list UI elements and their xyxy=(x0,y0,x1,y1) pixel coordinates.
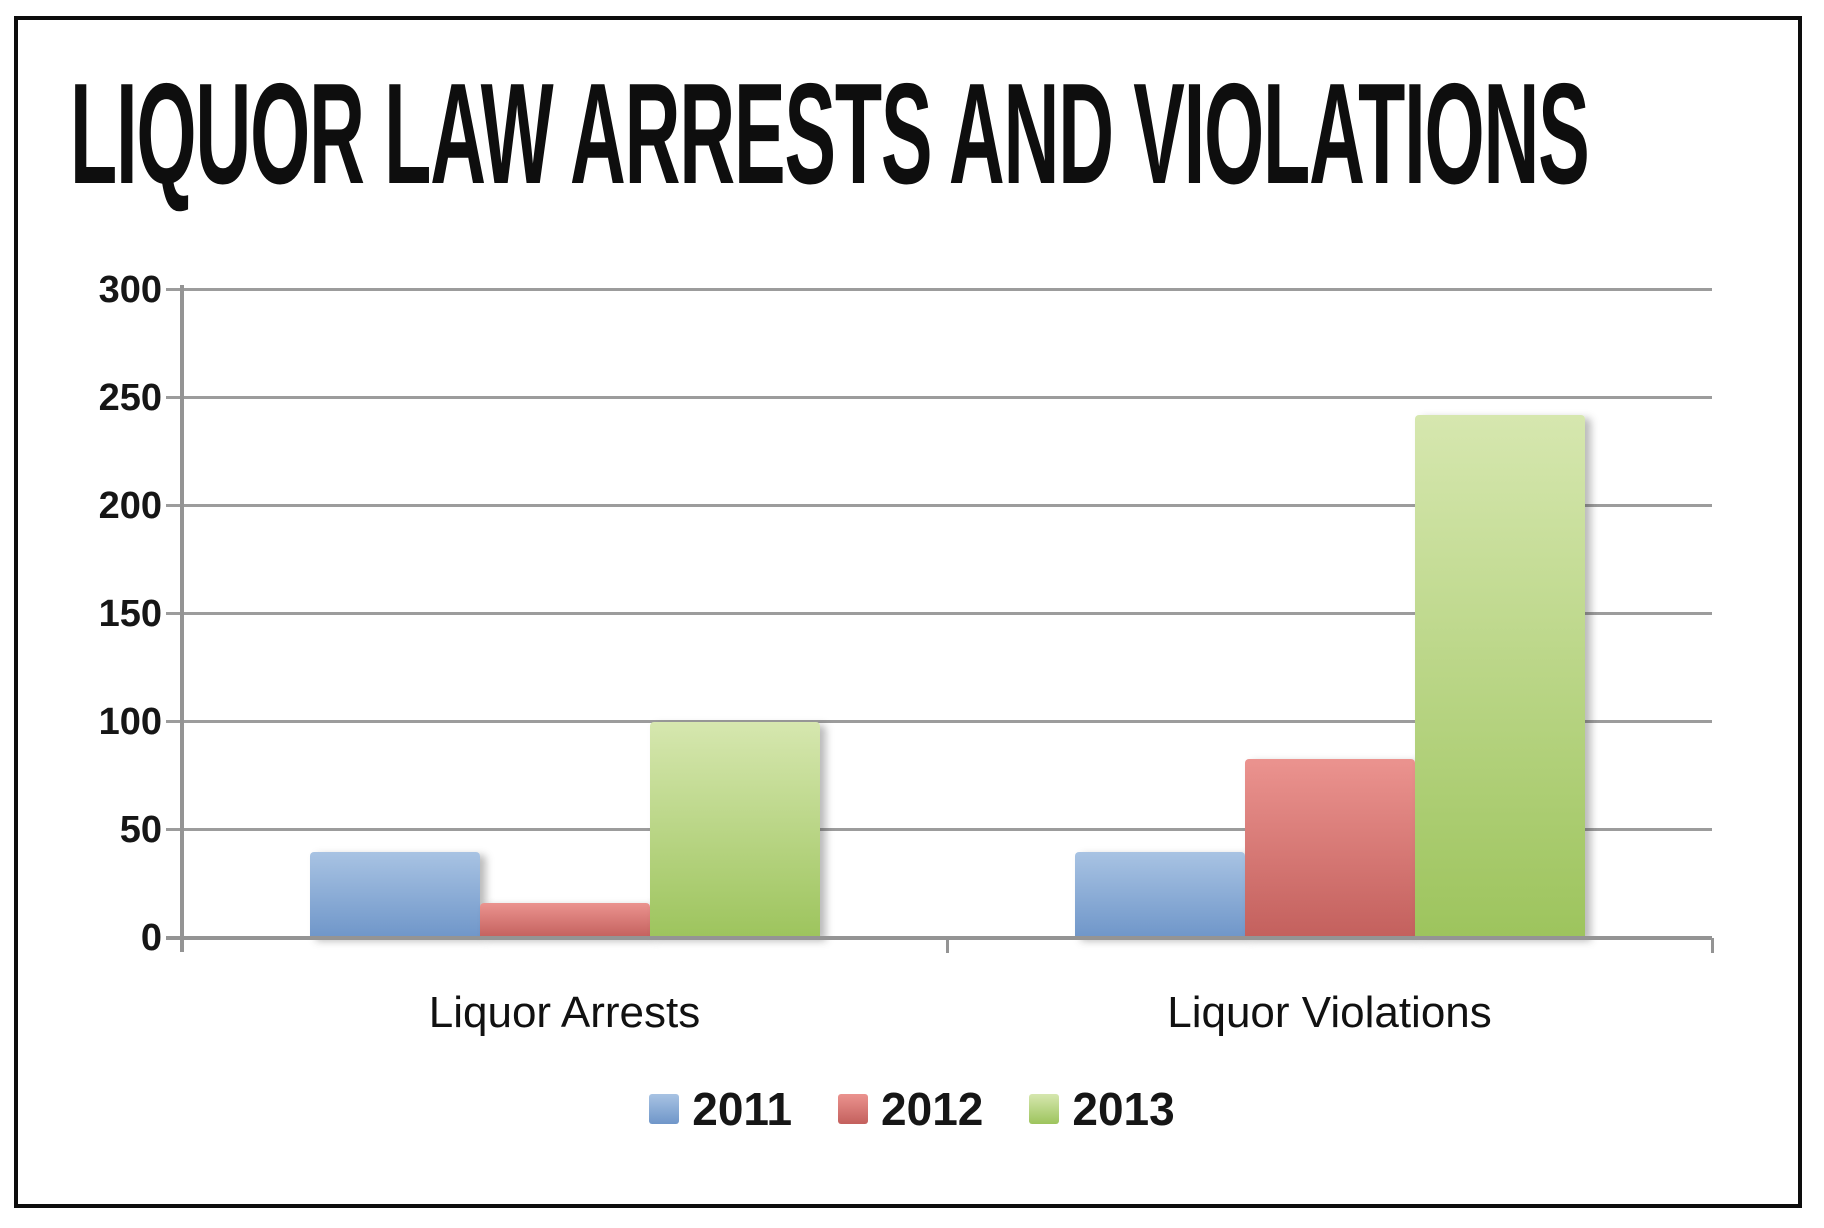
y-tick-label-0: 0 xyxy=(140,917,162,959)
legend-label-2013: 2013 xyxy=(1072,1083,1175,1135)
legend-swatch-2013 xyxy=(1029,1094,1060,1124)
y-tick-label-250: 250 xyxy=(98,377,162,419)
gridline-100 xyxy=(166,720,1712,723)
bar-2012-liquor-violations xyxy=(1244,758,1415,938)
legend-item-2013: 2013 xyxy=(1029,1082,1175,1136)
x-axis-tick-1 xyxy=(946,938,949,953)
chart-title: LIQUOR LAW ARRESTS AND VIOLATIONS xyxy=(70,54,1590,215)
y-tick-label-50: 50 xyxy=(119,809,162,851)
category-label-liquor-violations: Liquor Violations xyxy=(1167,988,1492,1037)
legend: 2011 2012 2013 xyxy=(0,1082,1824,1136)
legend-label-2012: 2012 xyxy=(881,1083,984,1135)
legend-swatch-2012 xyxy=(838,1094,869,1124)
bar-2011-liquor-violations xyxy=(1074,851,1245,938)
y-axis-line xyxy=(180,285,184,952)
gridline-50 xyxy=(166,828,1712,831)
y-tick-label-100: 100 xyxy=(98,701,162,743)
x-axis-tick-2 xyxy=(1711,938,1714,953)
x-axis-line xyxy=(166,936,1712,940)
bar-2013-liquor-violations xyxy=(1414,415,1585,938)
plot-area xyxy=(166,285,1714,953)
bar-2012-liquor-arrests xyxy=(479,903,650,938)
category-label-liquor-arrests: Liquor Arrests xyxy=(428,988,701,1037)
y-tick-label-150: 150 xyxy=(98,593,162,635)
legend-item-2011: 2011 xyxy=(649,1082,792,1136)
legend-item-2012: 2012 xyxy=(838,1082,983,1136)
gridline-150 xyxy=(166,612,1712,615)
legend-label-2011: 2011 xyxy=(692,1083,793,1135)
bar-2011-liquor-arrests xyxy=(309,851,480,938)
gridline-300 xyxy=(166,288,1712,291)
legend-swatch-2011 xyxy=(649,1094,680,1124)
y-tick-label-200: 200 xyxy=(98,485,162,527)
gridline-250 xyxy=(166,396,1712,399)
gridline-200 xyxy=(166,504,1712,507)
y-tick-label-300: 300 xyxy=(98,269,162,311)
chart-border xyxy=(14,16,1802,1208)
bar-2013-liquor-arrests xyxy=(649,722,820,938)
